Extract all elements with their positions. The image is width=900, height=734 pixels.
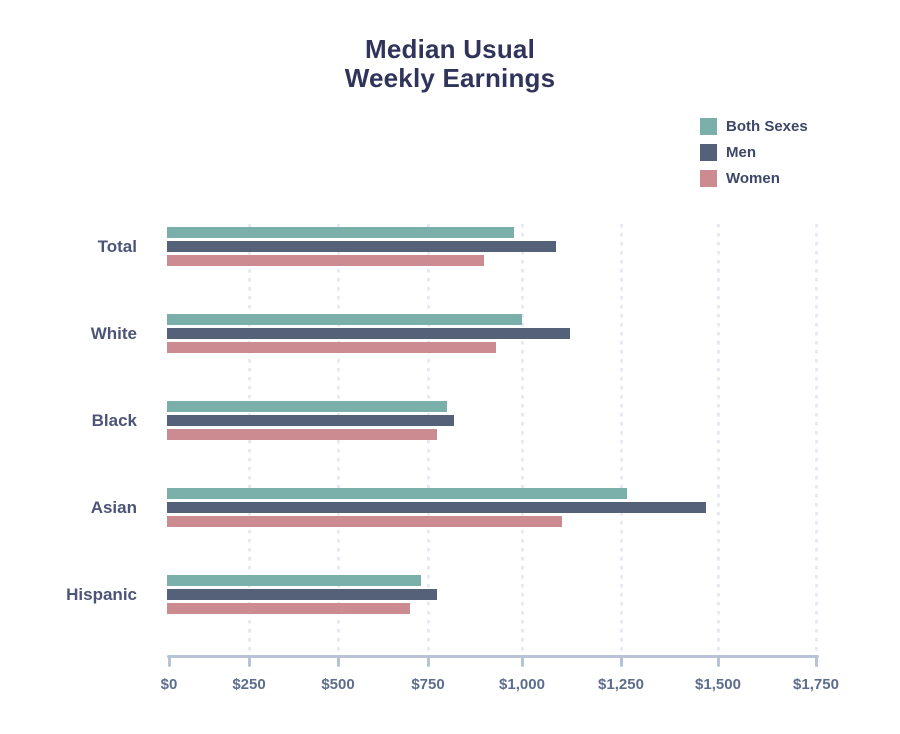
category-label-white: White bbox=[90, 324, 137, 343]
bar-black-women bbox=[167, 429, 438, 440]
bar-hispanic-men bbox=[167, 589, 438, 600]
x-axis-tick-1750 bbox=[814, 655, 818, 667]
gridline-1750 bbox=[814, 224, 818, 652]
gridline-1500 bbox=[716, 224, 720, 652]
category-label-black: Black bbox=[91, 411, 137, 430]
legend-swatch-men-icon bbox=[700, 144, 717, 161]
chart-title-line2: Weekly Earnings bbox=[344, 63, 556, 93]
bar-black-both-sexes bbox=[167, 401, 447, 412]
x-tick-label-750: $750 bbox=[411, 676, 445, 693]
bar-total-both-sexes bbox=[167, 227, 515, 238]
x-axis-tick-0 bbox=[167, 655, 171, 667]
category-label-total: Total bbox=[97, 237, 137, 256]
legend-label-women: Women bbox=[726, 170, 780, 187]
x-axis-tick-1250 bbox=[619, 655, 623, 667]
x-tick-label-500: $500 bbox=[321, 676, 355, 693]
bar-hispanic-both-sexes bbox=[167, 575, 421, 586]
legend-item-women: Women bbox=[700, 170, 808, 187]
bar-asian-men bbox=[167, 502, 707, 513]
x-axis-tick-250 bbox=[247, 655, 251, 667]
legend-label-men: Men bbox=[726, 144, 756, 161]
legend-label-both-sexes: Both Sexes bbox=[726, 118, 808, 135]
x-tick-label-250: $250 bbox=[232, 676, 266, 693]
gridline-1000 bbox=[520, 224, 524, 652]
x-tick-label-1500: $1,500 bbox=[695, 676, 741, 693]
bar-white-women bbox=[167, 342, 496, 353]
bar-black-men bbox=[167, 415, 455, 426]
category-label-hispanic: Hispanic bbox=[66, 585, 137, 604]
chart-title-line1: Median Usual bbox=[365, 34, 535, 64]
legend-item-men: Men bbox=[700, 144, 808, 161]
chart-title: Median Usual Weekly Earnings bbox=[0, 35, 900, 93]
x-axis-tick-1500 bbox=[716, 655, 720, 667]
category-label-asian: Asian bbox=[90, 498, 137, 517]
x-axis-line bbox=[167, 655, 819, 658]
legend-swatch-both-sexes-icon bbox=[700, 118, 717, 135]
bar-total-men bbox=[167, 241, 556, 252]
x-axis-tick-750 bbox=[426, 655, 430, 667]
bar-white-both-sexes bbox=[167, 314, 522, 325]
bar-asian-women bbox=[167, 516, 562, 527]
legend-swatch-women-icon bbox=[700, 170, 717, 187]
bar-white-men bbox=[167, 328, 570, 339]
x-tick-label-1000: $1,000 bbox=[499, 676, 545, 693]
x-tick-label-1250: $1,250 bbox=[598, 676, 644, 693]
x-axis-tick-1000 bbox=[520, 655, 524, 667]
x-tick-label-1750: $1,750 bbox=[793, 676, 839, 693]
gridline-1250 bbox=[619, 224, 623, 652]
bar-hispanic-women bbox=[167, 603, 410, 614]
x-axis-tick-500 bbox=[336, 655, 340, 667]
x-tick-label-0: $0 bbox=[160, 676, 178, 693]
legend-item-both-sexes: Both Sexes bbox=[700, 118, 808, 135]
legend: Both Sexes Men Women bbox=[700, 118, 808, 196]
bar-asian-both-sexes bbox=[167, 488, 627, 499]
bar-total-women bbox=[167, 255, 485, 266]
